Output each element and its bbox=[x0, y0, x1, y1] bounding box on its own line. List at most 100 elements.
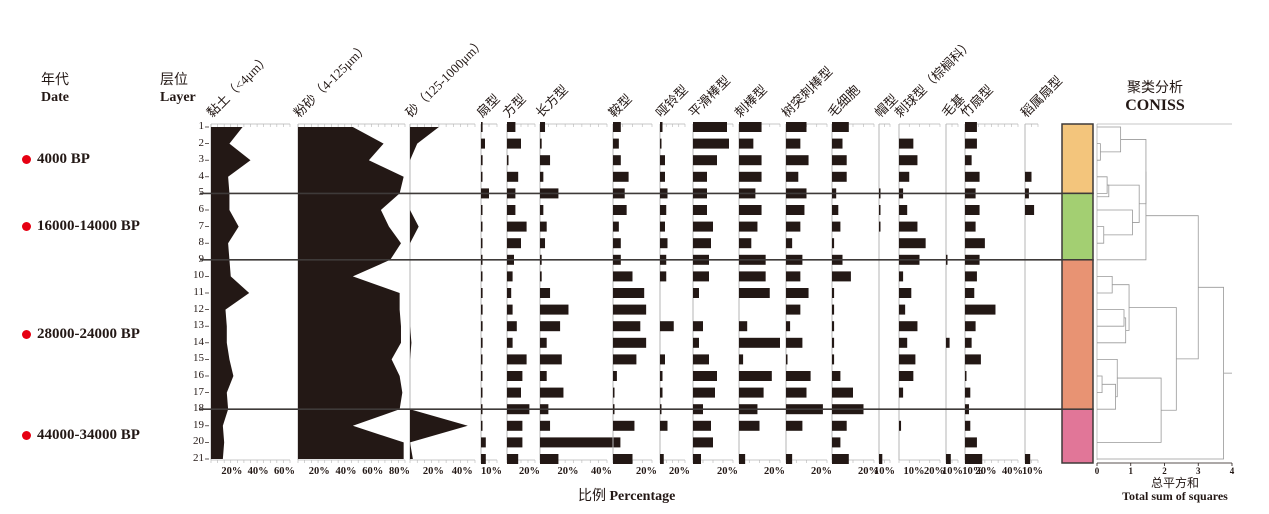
percent-tick-label: 60% bbox=[362, 466, 384, 477]
phytolith-bar bbox=[965, 221, 976, 232]
phytolith-bar bbox=[899, 337, 908, 348]
percent-tick-label: 40% bbox=[591, 466, 612, 477]
phytolith-bar bbox=[660, 321, 674, 332]
zone-block bbox=[1061, 123, 1094, 195]
dendrogram-link bbox=[1112, 284, 1130, 331]
phytolith-bar bbox=[540, 238, 546, 249]
percent-tick-label: 10% bbox=[874, 466, 895, 477]
phytolith-bar bbox=[786, 337, 803, 348]
phytolith-bar bbox=[899, 371, 914, 381]
phytolith-bar bbox=[786, 155, 809, 166]
coniss-title: 聚类分析 CONISS bbox=[1110, 80, 1200, 114]
phytolith-bar bbox=[786, 288, 809, 298]
phytolith-bar bbox=[899, 155, 918, 166]
phytolith-bar bbox=[693, 122, 727, 132]
phytolith-bar bbox=[507, 454, 519, 464]
phytolith-bar bbox=[832, 420, 847, 431]
phytolith-bar bbox=[899, 138, 914, 149]
date-marker-icon bbox=[22, 430, 31, 440]
phytolith-bar bbox=[965, 288, 975, 298]
layer-number: 11 bbox=[193, 286, 204, 298]
phytolith-bar bbox=[540, 420, 551, 431]
phytolith-bar bbox=[965, 387, 971, 398]
phytolith-bar bbox=[965, 437, 977, 448]
phytolith-bar bbox=[832, 304, 835, 315]
phytolith-bar bbox=[832, 288, 835, 298]
phytolith-bar bbox=[965, 337, 972, 348]
layer-number: 15 bbox=[193, 352, 204, 365]
dendrogram-link bbox=[1097, 317, 1127, 344]
date-text: 28000-24000 BP bbox=[37, 325, 140, 342]
coniss-axis-title: 总平方和 Total sum of squares bbox=[1100, 477, 1250, 503]
layer-number: 5 bbox=[198, 186, 205, 199]
phytolith-bar bbox=[660, 138, 662, 149]
percent-tick-label: 20% bbox=[308, 466, 330, 477]
date-marker-icon bbox=[22, 155, 31, 165]
phytolith-bar bbox=[507, 321, 517, 332]
zone-block bbox=[1061, 192, 1094, 261]
date-marker-icon bbox=[22, 221, 31, 231]
dendrogram-link bbox=[1129, 307, 1177, 411]
phytolith-bar bbox=[540, 171, 544, 182]
phytolith-bar bbox=[481, 205, 483, 215]
percent-tick-label: 20% bbox=[858, 466, 879, 477]
dendrogram-link bbox=[1097, 286, 1224, 460]
phytolith-bar bbox=[507, 288, 512, 298]
phytolith-bar bbox=[481, 155, 483, 166]
phytolith-bar bbox=[540, 288, 551, 298]
phytolith-bar bbox=[832, 437, 841, 448]
phytolith-bar bbox=[739, 371, 772, 381]
grain-size-silhouette bbox=[211, 127, 251, 459]
phytolith-bar bbox=[660, 454, 664, 464]
phytolith-bar bbox=[899, 271, 904, 282]
phytolith-bar bbox=[786, 138, 801, 149]
percent-tick-label: 10% bbox=[903, 466, 925, 477]
coniss-tick-label: 0 bbox=[1095, 466, 1100, 476]
phytolith-bar bbox=[879, 205, 881, 215]
coniss-title-en: CONISS bbox=[1125, 97, 1185, 114]
layer-number: 9 bbox=[198, 252, 205, 265]
phytolith-bar bbox=[481, 354, 483, 365]
phytolith-bar bbox=[786, 205, 805, 215]
phytolith-bar bbox=[613, 288, 645, 298]
percent-tick-label: 40% bbox=[335, 466, 357, 477]
phytolith-bar bbox=[946, 337, 950, 348]
phytolith-bar bbox=[832, 138, 843, 149]
percent-tick-label: 10% bbox=[481, 466, 502, 477]
percent-tick-label: 20% bbox=[669, 466, 690, 477]
phytolith-bar bbox=[613, 321, 641, 332]
phytolith-bar bbox=[660, 420, 668, 431]
phytolith-bar bbox=[693, 354, 709, 365]
phytolith-bar bbox=[832, 122, 849, 132]
phytolith-bar bbox=[739, 155, 762, 166]
grain-size-silhouette bbox=[298, 127, 404, 459]
phytolith-bar bbox=[832, 221, 841, 232]
phytolith-bar bbox=[481, 271, 483, 282]
phytolith-bar bbox=[481, 221, 483, 232]
layer-number: 17 bbox=[193, 385, 204, 398]
phytolith-bar bbox=[965, 304, 996, 315]
phytolith-bar bbox=[786, 420, 803, 431]
phytolith-bar bbox=[507, 238, 521, 249]
dendrogram-link bbox=[1097, 171, 1147, 261]
date-header: 年代 Date bbox=[41, 72, 69, 106]
x-axis-title-en: Percentage bbox=[609, 489, 676, 504]
phytolith-bar bbox=[693, 238, 711, 249]
phytolith-bar bbox=[481, 420, 483, 431]
phytolith-bar bbox=[739, 271, 766, 282]
phytolith-bar bbox=[507, 138, 521, 149]
percent-tick-label: 20% bbox=[764, 466, 785, 477]
phytolith-bar bbox=[965, 354, 981, 365]
phytolith-bar bbox=[832, 271, 851, 282]
layer-number: 19 bbox=[193, 418, 204, 431]
phytolith-bar bbox=[965, 420, 971, 431]
phytolith-bar bbox=[660, 155, 665, 166]
phytolith-bar bbox=[540, 354, 562, 365]
dendrogram-link bbox=[1097, 377, 1162, 443]
layer-number: 8 bbox=[198, 236, 205, 249]
phytolith-bar bbox=[540, 337, 547, 348]
percent-tick-label: 60% bbox=[274, 466, 295, 477]
phytolith-bar bbox=[613, 454, 633, 464]
phytolith-bar bbox=[832, 321, 835, 332]
